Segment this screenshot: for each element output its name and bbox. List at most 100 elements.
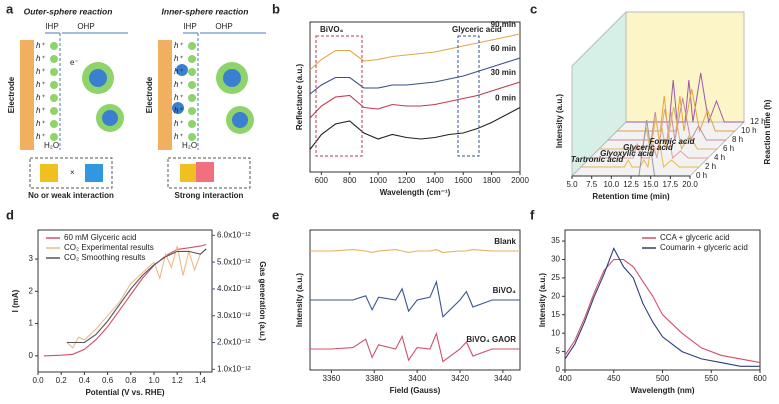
y-axis-label: Reflectance (a.u.) bbox=[295, 64, 304, 131]
depth-label: 10 h bbox=[741, 126, 757, 135]
water-label: H₂O bbox=[44, 141, 59, 150]
x-tick-label: 1.4 bbox=[195, 376, 207, 385]
depth-label: 0 h bbox=[696, 171, 707, 180]
y-axis-label: Intensity (a.u.) bbox=[555, 94, 564, 149]
hole-label: h⁺ bbox=[174, 54, 183, 63]
hole-label: h⁺ bbox=[174, 80, 183, 89]
series-label: 90 min bbox=[491, 20, 516, 29]
x-tick-label: 2000 bbox=[511, 176, 529, 185]
hole-label: h⁺ bbox=[174, 93, 183, 102]
plot-frame bbox=[309, 21, 521, 173]
ihp-label: IHP bbox=[183, 22, 196, 31]
series-line bbox=[581, 117, 699, 169]
ihp-molecule bbox=[50, 81, 58, 89]
inset-box bbox=[167, 157, 251, 189]
x-tick-label: 3400 bbox=[408, 374, 426, 383]
electron-label: e⁻ bbox=[70, 58, 79, 67]
legend-label: CCA + glyceric acid bbox=[660, 233, 730, 242]
panel-letter: c bbox=[530, 1, 537, 16]
ihp-molecule bbox=[50, 55, 58, 63]
x-tick-label: 800 bbox=[343, 176, 357, 185]
series-line bbox=[309, 57, 521, 95]
legend-label: 60 mM Glyceric acid bbox=[64, 233, 136, 242]
ihp-molecule bbox=[188, 120, 196, 128]
y2-tick-label: 6.0x10⁻¹² bbox=[217, 230, 251, 239]
back-wall bbox=[625, 11, 745, 123]
ihp-molecule bbox=[188, 42, 196, 50]
solvated-ion bbox=[82, 62, 254, 134]
ihp-label: IHP bbox=[45, 22, 58, 31]
x-tick-label: 500 bbox=[656, 374, 670, 383]
hole-label: h⁺ bbox=[36, 54, 45, 63]
y2-axis-label: Gas generation (a.u.) bbox=[258, 261, 267, 341]
series-label: 30 min bbox=[491, 68, 516, 77]
ihp-molecule bbox=[188, 81, 196, 89]
y-tick-label: 15 bbox=[551, 310, 560, 319]
y-tick-label: 5 bbox=[556, 347, 561, 356]
y2-tick-label: 5.0x10⁻¹² bbox=[217, 257, 251, 266]
x-axis-label: Wavelength (nm) bbox=[630, 386, 694, 395]
hole-label: h⁺ bbox=[36, 119, 45, 128]
x-tick-label: 20.0 bbox=[682, 180, 698, 189]
series-line bbox=[608, 97, 726, 142]
x-tick-label: 12.5 bbox=[623, 180, 639, 189]
x-tick-label: 3420 bbox=[451, 374, 469, 383]
series-line bbox=[309, 81, 521, 119]
x-tick-label: 1000 bbox=[369, 176, 387, 185]
hole-label: h⁺ bbox=[174, 67, 183, 76]
x-tick-label: 7.5 bbox=[586, 180, 598, 189]
y-tick-label: 25 bbox=[551, 273, 560, 282]
series-line bbox=[590, 108, 708, 159]
cross: × bbox=[70, 168, 75, 177]
caption: Strong interaction bbox=[175, 191, 244, 200]
annotation: Glyceric acid bbox=[452, 25, 502, 34]
series-label: BiVO₄ bbox=[493, 286, 517, 295]
x-tick-label: 600 bbox=[315, 176, 329, 185]
legend-label: CO₂ Smoothing results bbox=[64, 253, 145, 262]
ihp-molecule bbox=[50, 133, 58, 141]
annotation-box bbox=[315, 35, 363, 157]
x-tick-label: 1600 bbox=[454, 176, 472, 185]
panel-letter: a bbox=[6, 1, 14, 16]
series-label: Blank bbox=[494, 237, 516, 246]
x-tick-label: 15.0 bbox=[643, 180, 659, 189]
x-tick-label: 17.5 bbox=[663, 180, 679, 189]
y2-tick-label: 1.0x10⁻¹² bbox=[217, 364, 251, 373]
series-line bbox=[310, 279, 520, 318]
panel-letter: d bbox=[6, 207, 14, 222]
ihp-molecule bbox=[188, 68, 196, 76]
y-tick-label: 35 bbox=[551, 236, 560, 245]
x-tick-label: 5.0 bbox=[566, 180, 578, 189]
x-axis-label: Potential (V vs. RHE) bbox=[85, 388, 164, 397]
ihp-molecule bbox=[50, 107, 58, 115]
x-tick-label: 3360 bbox=[323, 374, 341, 383]
ihp-molecule bbox=[50, 120, 58, 128]
electrode bbox=[158, 40, 172, 150]
outer-title: Outer-sphere reaction bbox=[24, 6, 113, 16]
series-label: 0 min bbox=[495, 94, 516, 103]
water-label: H₂O bbox=[182, 141, 197, 150]
y-tick-label: 2 bbox=[29, 286, 34, 295]
x-tick-label: 1800 bbox=[483, 176, 501, 185]
adsorbate bbox=[40, 164, 58, 182]
ohp-label: OHP bbox=[215, 22, 232, 31]
legend-label: CO₂ Experimental results bbox=[64, 243, 154, 252]
ohp-label: OHP bbox=[77, 22, 94, 31]
x-tick-label: 0.0 bbox=[32, 376, 44, 385]
x-tick-label: 10.0 bbox=[604, 180, 620, 189]
series-label: 60 min bbox=[491, 44, 516, 53]
panel-letter: b bbox=[272, 1, 280, 16]
series-line bbox=[67, 248, 207, 344]
diagram-a: a Outer-sphere reaction Inner-sphere rea… bbox=[6, 1, 266, 200]
series-line bbox=[310, 249, 520, 253]
adsorbate bbox=[180, 164, 198, 182]
y-axis-label: I (mA) bbox=[11, 289, 20, 312]
x-tick-label: 600 bbox=[753, 374, 767, 383]
annotation: Glyoxylic acid bbox=[600, 149, 655, 158]
panel-letter: e bbox=[272, 207, 279, 222]
ihp-molecule bbox=[188, 133, 196, 141]
y2-tick-label: 2.0x10⁻¹² bbox=[217, 338, 251, 347]
z-axis-label: Reaction time (h) bbox=[763, 99, 772, 164]
y-tick-label: 20 bbox=[551, 291, 560, 300]
